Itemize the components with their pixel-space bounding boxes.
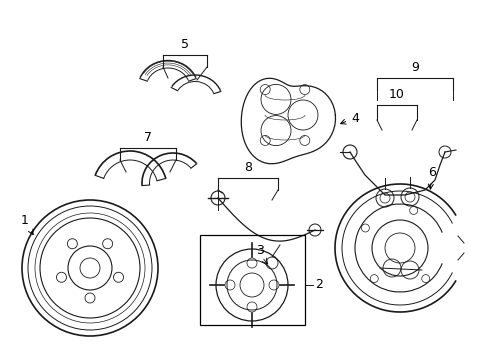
Text: 9: 9 bbox=[410, 61, 418, 74]
Text: 7: 7 bbox=[143, 131, 152, 144]
Text: 10: 10 bbox=[388, 88, 404, 101]
Text: 6: 6 bbox=[427, 166, 435, 189]
Text: 3: 3 bbox=[256, 243, 264, 256]
Text: 4: 4 bbox=[340, 112, 358, 125]
Bar bbox=[200, 235, 305, 325]
Text: 5: 5 bbox=[181, 38, 189, 51]
Text: 8: 8 bbox=[244, 161, 251, 174]
Text: 2: 2 bbox=[314, 279, 322, 292]
Text: 1: 1 bbox=[21, 213, 33, 235]
